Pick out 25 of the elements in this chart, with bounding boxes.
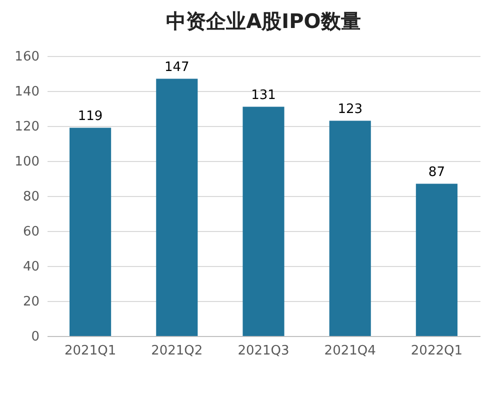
y-tick-label: 0 (31, 330, 40, 344)
y-tick-label: 140 (14, 84, 40, 100)
x-tick-label: 2021Q1 (64, 344, 116, 358)
data-label: 131 (251, 88, 276, 103)
y-tick-label: 60 (22, 224, 40, 240)
bar (156, 78, 198, 336)
bar (70, 128, 112, 336)
data-label: 123 (338, 102, 363, 117)
y-tick-label: 80 (22, 190, 40, 204)
x-tick-label: 2021Q2 (151, 344, 203, 358)
data-label: 87 (428, 164, 445, 180)
chart-title: 中资企业A股IPO数量 (166, 9, 361, 33)
bar (242, 106, 284, 336)
bar (329, 120, 371, 336)
y-tick-label: 100 (14, 154, 40, 170)
y-tick-label: 160 (14, 50, 40, 64)
bar (416, 184, 458, 336)
data-label: 147 (164, 60, 190, 75)
y-tick-label: 120 (14, 120, 40, 134)
y-tick-label: 20 (22, 294, 40, 310)
data-label: 119 (78, 108, 103, 124)
x-tick-label: 2022Q1 (410, 344, 462, 358)
x-tick-label: 2021Q4 (324, 344, 376, 358)
y-tick-label: 40 (22, 260, 40, 274)
x-tick-label: 2021Q3 (238, 344, 290, 358)
